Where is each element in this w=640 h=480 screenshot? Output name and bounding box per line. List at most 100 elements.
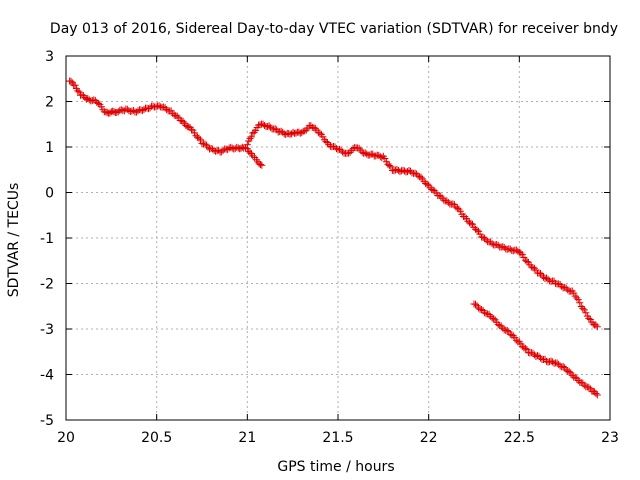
data-point (574, 296, 582, 304)
series-3 (470, 300, 601, 399)
data-point (585, 314, 593, 322)
data-point (577, 303, 585, 311)
data-point (494, 241, 502, 249)
data-point (423, 180, 431, 188)
data-point (449, 200, 457, 208)
data-point (339, 148, 347, 156)
data-point (543, 274, 551, 282)
data-point (490, 315, 498, 323)
data-point (564, 286, 572, 294)
data-point (94, 99, 102, 107)
data-point (440, 196, 448, 204)
data-point (242, 144, 250, 152)
data-point (580, 381, 588, 389)
data-point (366, 151, 374, 159)
data-point (201, 140, 209, 148)
data-point (571, 292, 579, 300)
data-point (311, 124, 319, 132)
data-point (481, 234, 489, 242)
data-point (467, 219, 475, 227)
data-point (74, 87, 82, 95)
data-point (592, 390, 600, 398)
data-point (536, 354, 544, 362)
data-point (246, 135, 254, 143)
y-tick-label: 1 (45, 140, 54, 156)
data-point (117, 106, 125, 114)
series-1 (66, 77, 266, 169)
chart-title: Day 013 of 2016, Sidereal Day-to-day VTE… (50, 21, 618, 37)
data-point (465, 219, 473, 227)
y-tick-label: -1 (40, 231, 54, 247)
x-axis-label: GPS time / hours (277, 459, 394, 475)
data-point (322, 138, 330, 146)
data-point (549, 358, 557, 366)
x-tick-label: 21 (238, 430, 256, 446)
data-point (249, 152, 257, 160)
data-point (298, 129, 306, 137)
data-point (523, 258, 531, 266)
data-point (319, 133, 327, 141)
x-tick-label: 23 (601, 430, 619, 446)
data-point (173, 112, 181, 120)
data-point (503, 326, 511, 334)
data-point (314, 129, 322, 137)
data-point (243, 141, 251, 149)
data-point (264, 123, 272, 131)
data-point (67, 77, 75, 85)
data-point (316, 129, 324, 137)
data-point (332, 145, 340, 153)
data-point (372, 152, 380, 160)
data-point (532, 266, 540, 274)
data-point (443, 197, 451, 205)
data-point (593, 323, 601, 331)
data-point (429, 186, 437, 194)
y-tick-label: -4 (40, 368, 54, 384)
data-point (593, 391, 601, 399)
data-point (355, 144, 363, 152)
data-point (385, 162, 393, 169)
data-point (570, 289, 578, 297)
data-point (399, 166, 407, 174)
data-point (475, 304, 483, 312)
data-point (488, 240, 496, 248)
data-point (540, 273, 548, 281)
data-point (506, 245, 514, 253)
data-point (444, 198, 452, 206)
data-point (559, 363, 567, 371)
data-point (190, 129, 198, 137)
data-point (128, 107, 136, 115)
y-axis-label: SDTVAR / TECUs (6, 183, 22, 298)
data-point (82, 95, 90, 103)
data-point (517, 249, 525, 257)
x-tick-label: 22.5 (504, 430, 535, 446)
data-point (468, 220, 476, 228)
data-point (573, 294, 581, 302)
data-point (71, 81, 79, 89)
data-point (518, 251, 526, 259)
series-2 (243, 120, 601, 331)
data-point (582, 309, 590, 317)
data-point (541, 275, 549, 283)
data-point (530, 351, 538, 359)
data-point (81, 94, 89, 102)
x-tick-label: 20.5 (141, 430, 172, 446)
data-point (553, 359, 561, 367)
data-point (256, 121, 264, 129)
data-point (473, 226, 481, 234)
data-point (198, 139, 206, 147)
data-point (161, 104, 169, 112)
data-point (514, 247, 522, 255)
data-point (481, 309, 489, 317)
data-point (558, 282, 566, 290)
data-point (527, 263, 535, 271)
data-point (358, 148, 366, 156)
data-point (579, 304, 587, 312)
data-point (580, 306, 588, 314)
data-point (453, 204, 461, 212)
data-point (592, 321, 600, 329)
y-tick-label: 0 (45, 186, 54, 202)
data-point (571, 373, 579, 381)
data-points (66, 77, 601, 399)
